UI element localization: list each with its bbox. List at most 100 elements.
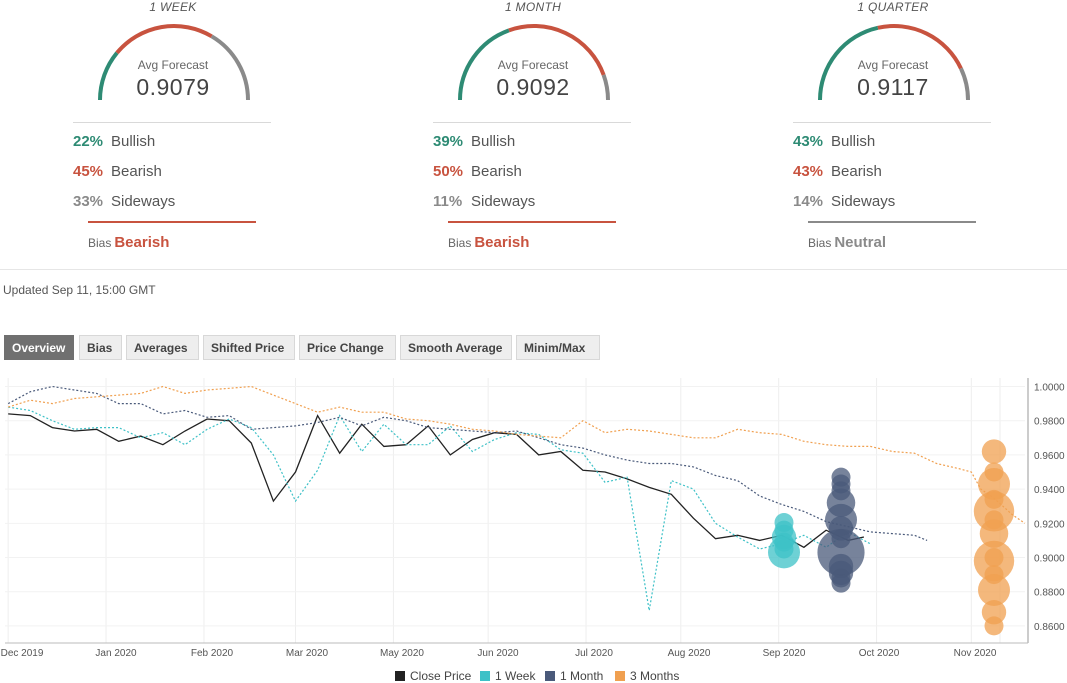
avg-forecast-value: 0.9079 (136, 74, 210, 100)
bearish-stat: 43% Bearish (793, 163, 882, 180)
legend-swatch (615, 671, 625, 681)
bias-value: Neutral (834, 234, 887, 251)
x-tick-label: Aug 2020 (668, 648, 711, 659)
x-tick-label: Jul 2020 (575, 648, 613, 659)
bias-underline (88, 221, 256, 223)
gauge-bearish-arc (877, 24, 963, 70)
bullish-stat: 43% Bullish (793, 133, 875, 150)
bias-underline (808, 221, 976, 223)
legend-label: Close Price (410, 669, 472, 683)
x-tick-label: Mar 2020 (286, 648, 329, 659)
forecast-bubble (979, 519, 1009, 548)
forecast-bubble (978, 574, 1010, 606)
y-tick-label: 0.9200 (1034, 519, 1065, 530)
tab-averages[interactable]: Averages (126, 335, 199, 360)
gauge-bearish-arc (115, 24, 213, 55)
section-divider (0, 269, 1067, 270)
sideways-stat: 33% Sideways (73, 193, 175, 210)
forecast-bubble (831, 573, 851, 593)
legend-label: 1 Month (560, 669, 604, 683)
legend-label: 1 Week (495, 669, 536, 683)
tab-overview[interactable]: Overview (4, 335, 74, 360)
tab-minim-max[interactable]: Minim/Max (516, 335, 600, 360)
gauge-sideways-arc (959, 67, 970, 101)
bias-indicator: Bias Bearish (448, 234, 529, 251)
sideways-label: Sideways (471, 193, 536, 210)
panel-divider (433, 122, 631, 123)
bearish-percent: 50% (433, 163, 464, 180)
bearish-label: Bearish (471, 163, 522, 180)
avg-forecast-label: Avg Forecast (857, 58, 929, 72)
legend-item-1-month[interactable]: 1 Month (545, 669, 603, 683)
bearish-percent: 43% (793, 163, 824, 180)
x-tick-label: Dec 2019 (1, 648, 44, 659)
gauge-sideways-arc (601, 74, 610, 101)
y-tick-label: 0.8800 (1034, 588, 1065, 599)
bearish-label: Bearish (831, 163, 882, 180)
series-line-1-week (8, 406, 871, 611)
legend-swatch (545, 671, 555, 681)
forecast-bubble (984, 616, 1004, 636)
panel-title: 1 QUARTER (857, 0, 929, 14)
bullish-percent: 22% (73, 133, 104, 150)
avg-forecast-label: Avg Forecast (497, 58, 569, 72)
bullish-stat: 39% Bullish (433, 133, 515, 150)
sideways-label: Sideways (831, 193, 896, 210)
y-tick-label: 0.9800 (1034, 417, 1065, 428)
legend-item-3-months[interactable]: 3 Months (615, 669, 679, 683)
y-tick-label: 0.9400 (1034, 485, 1065, 496)
panel-divider (73, 122, 271, 123)
bearish-stat: 50% Bearish (433, 163, 522, 180)
forecast-bubble (978, 468, 1010, 500)
sentiment-gauge (818, 24, 970, 101)
legend-swatch (480, 671, 490, 681)
bearish-percent: 45% (73, 163, 104, 180)
sideways-stat: 14% Sideways (793, 193, 895, 210)
forecast-chart: 1.0000 0.9800 0.9600 0.9400 0.9200 0.9000 0.88… (1, 378, 1065, 659)
forecast-bubble (981, 439, 1007, 464)
tab-price-change[interactable]: Price Change (299, 335, 396, 360)
sideways-label: Sideways (111, 193, 176, 210)
bearish-label: Bearish (111, 163, 162, 180)
legend-item-1-week[interactable]: 1 Week (480, 669, 535, 683)
sideways-percent: 11% (433, 193, 463, 210)
y-tick-label: 1.0000 (1034, 383, 1065, 394)
bias-label: Bias (808, 236, 832, 250)
avg-forecast-label: Avg Forecast (137, 58, 209, 72)
x-tick-label: Jun 2020 (477, 648, 519, 659)
gauge-bullish-arc (818, 25, 879, 101)
gauge-sideways-arc (210, 34, 250, 101)
bullish-label: Bullish (111, 133, 156, 150)
y-tick-label: 0.8600 (1034, 622, 1065, 633)
x-tick-label: Jan 2020 (95, 648, 137, 659)
sentiment-gauge (458, 24, 610, 101)
gauge-bullish-arc (98, 51, 119, 101)
x-tick-label: Nov 2020 (954, 648, 997, 659)
x-tick-label: Feb 2020 (191, 648, 234, 659)
sideways-percent: 14% (793, 193, 824, 210)
x-tick-label: May 2020 (380, 648, 424, 659)
sideways-percent: 33% (73, 193, 104, 210)
tab-smooth-average[interactable]: Smooth Average (400, 335, 512, 360)
plot-area (5, 378, 1025, 643)
y-tick-label: 0.9000 (1034, 554, 1065, 565)
tab-bias[interactable]: Bias (79, 335, 122, 360)
bullish-percent: 39% (433, 133, 464, 150)
bullish-label: Bullish (471, 133, 516, 150)
y-tick-label: 0.9600 (1034, 451, 1065, 462)
bias-label: Bias (88, 236, 112, 250)
gauge-bullish-arc (458, 28, 510, 101)
bullish-label: Bullish (831, 133, 876, 150)
bias-value: Bearish (114, 234, 170, 251)
series-line-3-months (8, 385, 1026, 524)
legend-item-close-price[interactable]: Close Price (395, 669, 471, 683)
bullish-percent: 43% (793, 133, 824, 150)
bias-indicator: Bias Neutral (808, 234, 886, 251)
panel-title: 1 WEEK (149, 0, 197, 14)
forecast-bubble (981, 600, 1007, 625)
bullish-stat: 22% Bullish (73, 133, 155, 150)
bearish-stat: 45% Bearish (73, 163, 162, 180)
updated-timestamp: Updated Sep 11, 15:00 GMT (3, 283, 156, 297)
panel-divider (793, 122, 991, 123)
tab-shifted-price[interactable]: Shifted Price (203, 335, 295, 360)
